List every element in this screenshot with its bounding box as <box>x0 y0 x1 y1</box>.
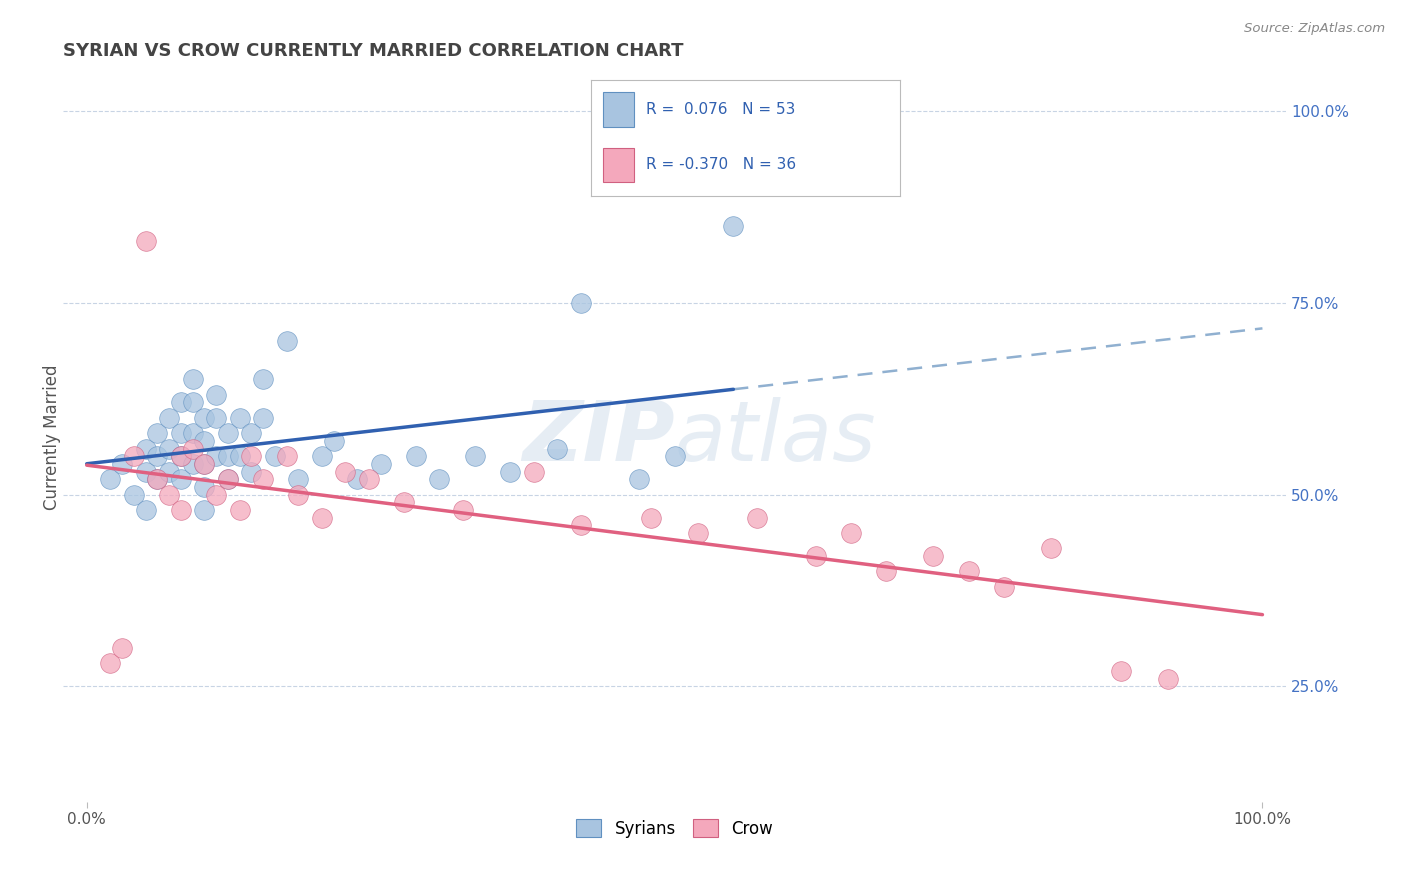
Point <box>181 372 204 386</box>
Point <box>839 525 862 540</box>
Point <box>499 465 522 479</box>
Point <box>252 472 274 486</box>
Point <box>157 487 180 501</box>
Point <box>98 657 121 671</box>
Point <box>217 426 239 441</box>
Point <box>181 395 204 409</box>
Point <box>370 457 392 471</box>
Point <box>170 503 193 517</box>
Point <box>640 510 662 524</box>
Point <box>205 410 228 425</box>
Point <box>569 518 592 533</box>
Point <box>522 465 544 479</box>
Point <box>252 410 274 425</box>
Point <box>287 472 309 486</box>
Point <box>135 465 157 479</box>
Point <box>311 510 333 524</box>
Point <box>181 457 204 471</box>
Point <box>122 487 145 501</box>
Point <box>451 503 474 517</box>
Point <box>922 549 945 563</box>
Point <box>745 510 768 524</box>
Point <box>122 449 145 463</box>
Point <box>1039 541 1062 556</box>
Point <box>357 472 380 486</box>
Point <box>205 449 228 463</box>
Point <box>276 449 298 463</box>
Point <box>546 442 568 456</box>
Point <box>146 426 169 441</box>
Point <box>170 449 193 463</box>
Point <box>193 434 215 448</box>
Point <box>628 472 651 486</box>
Point <box>464 449 486 463</box>
Point <box>157 442 180 456</box>
Point <box>1111 664 1133 678</box>
Point <box>146 472 169 486</box>
Point <box>723 219 745 233</box>
Legend: Syrians, Crow: Syrians, Crow <box>569 813 779 845</box>
Point <box>664 449 686 463</box>
Point <box>1157 672 1180 686</box>
Point <box>240 449 263 463</box>
Point <box>688 525 710 540</box>
Point <box>993 580 1015 594</box>
Point <box>252 372 274 386</box>
Text: R =  0.076   N = 53: R = 0.076 N = 53 <box>647 102 796 117</box>
Point <box>804 549 827 563</box>
Point <box>429 472 451 486</box>
Point <box>228 410 250 425</box>
Point <box>228 503 250 517</box>
Point <box>276 334 298 348</box>
Point <box>311 449 333 463</box>
Point <box>135 503 157 517</box>
Point <box>170 395 193 409</box>
FancyBboxPatch shape <box>603 147 634 182</box>
Point <box>193 410 215 425</box>
Point <box>346 472 368 486</box>
Point <box>193 480 215 494</box>
Point <box>146 449 169 463</box>
Point <box>335 465 357 479</box>
Y-axis label: Currently Married: Currently Married <box>44 364 60 509</box>
FancyBboxPatch shape <box>603 92 634 127</box>
Point <box>217 472 239 486</box>
Point <box>111 457 134 471</box>
Point <box>263 449 285 463</box>
Point <box>170 426 193 441</box>
Text: atlas: atlas <box>675 397 876 477</box>
Point <box>322 434 344 448</box>
Point <box>217 472 239 486</box>
Point <box>181 426 204 441</box>
Text: Source: ZipAtlas.com: Source: ZipAtlas.com <box>1244 22 1385 36</box>
Point <box>957 564 980 578</box>
Point <box>111 641 134 656</box>
Point <box>287 487 309 501</box>
Point <box>193 457 215 471</box>
Point <box>875 564 897 578</box>
Point <box>193 503 215 517</box>
Text: SYRIAN VS CROW CURRENTLY MARRIED CORRELATION CHART: SYRIAN VS CROW CURRENTLY MARRIED CORRELA… <box>63 42 683 60</box>
Point <box>205 388 228 402</box>
Point <box>228 449 250 463</box>
Text: R = -0.370   N = 36: R = -0.370 N = 36 <box>647 157 796 172</box>
Point <box>157 410 180 425</box>
Point <box>193 457 215 471</box>
Point <box>181 442 204 456</box>
Point <box>146 472 169 486</box>
Text: ZIP: ZIP <box>522 397 675 477</box>
Point <box>135 234 157 248</box>
Point <box>205 487 228 501</box>
Point <box>157 465 180 479</box>
Point <box>170 472 193 486</box>
Point <box>240 465 263 479</box>
Point <box>392 495 415 509</box>
Point <box>569 295 592 310</box>
Point <box>217 449 239 463</box>
Point <box>405 449 427 463</box>
Point <box>240 426 263 441</box>
Point <box>98 472 121 486</box>
Point <box>170 449 193 463</box>
Point <box>135 442 157 456</box>
